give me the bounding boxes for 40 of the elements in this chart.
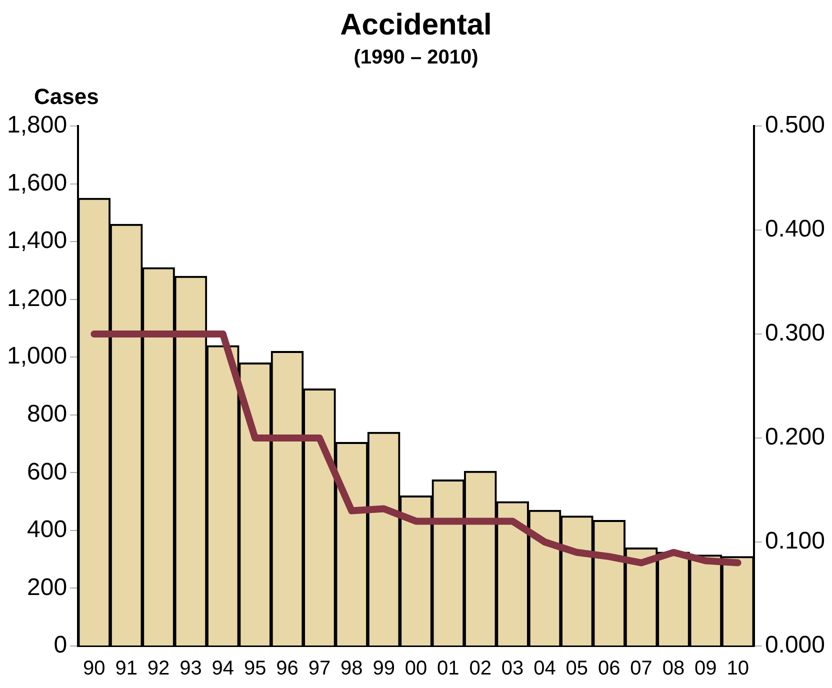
y-tick-label: 400 [27,516,68,544]
y-tick-label: 1,400 [6,227,68,254]
x-tick-label: 08 [662,658,685,680]
y2-tick-label: 0.100 [764,528,826,555]
x-tick-label: 99 [372,658,395,680]
y-axis-title: Cases [34,84,99,110]
x-tick-label: 92 [147,658,170,680]
x-tick-label: 00 [404,658,428,680]
chart-title: Accidental [340,8,492,42]
x-tick-label: 01 [437,658,460,680]
y-tick-label: 1,600 [6,169,68,196]
y2-tick-label: 0.200 [764,424,826,451]
x-tick-label: 02 [469,658,492,680]
x-tick-label: 04 [534,658,556,680]
x-tick-label: 96 [276,658,298,680]
x-tick-label: 98 [340,658,363,680]
y-tick-label: 0 [54,632,68,659]
y2-tick-label: 0.300 [764,320,826,347]
x-tick-label: 06 [598,658,620,680]
y2-tick-label: 0.000 [764,632,826,659]
y2-tick-label: 0.500 [764,112,826,139]
x-tick-label: 90 [83,658,106,680]
x-tick-label: 93 [180,658,202,680]
y-tick-label: 1,800 [6,112,68,139]
y-tick-label: 1,200 [6,284,68,312]
x-tick-label: 03 [501,658,524,680]
y-tick-label: 600 [27,458,68,486]
x-tick-label: 94 [212,658,234,680]
x-tick-label: 05 [566,658,588,680]
x-tick-label: 10 [726,658,749,680]
chart-subtitle: (1990 – 2010) [354,46,478,69]
y2-tick-label: 0.400 [764,216,826,243]
x-tick-label: 07 [630,658,652,680]
y-tick-label: 1,000 [6,342,68,370]
x-tick-label: 91 [115,658,138,680]
x-tick-label: 09 [694,658,717,680]
x-tick-label: 95 [244,658,266,680]
y-tick-label: 800 [27,400,68,428]
y-tick-label: 200 [27,574,68,601]
x-tick-label: 97 [308,658,331,680]
